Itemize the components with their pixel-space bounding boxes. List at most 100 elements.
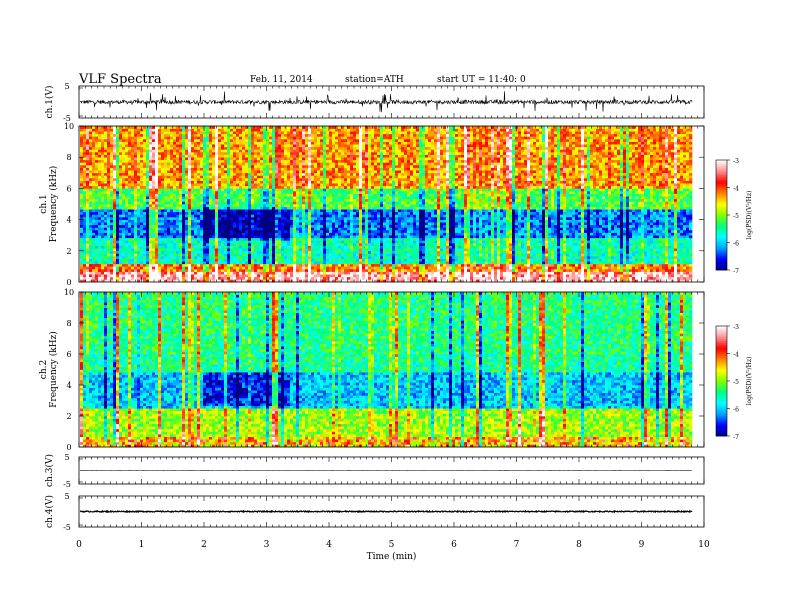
spectrogram-cell (317, 250, 321, 254)
spectrogram-cell (170, 243, 174, 246)
spectrogram-cell (101, 211, 105, 215)
spectrogram-cell (83, 141, 87, 145)
spectrogram-cell (92, 175, 96, 179)
spectrogram-cell (293, 141, 297, 145)
spectrogram-cell (83, 274, 87, 278)
spectrogram-cell (317, 227, 321, 231)
spectrogram-cell (179, 128, 183, 132)
spectrogram-cell (161, 214, 165, 218)
spectrogram-cell (305, 188, 309, 192)
spectrogram-cell (317, 274, 321, 278)
spectrogram-cell (161, 170, 165, 174)
spectrogram-cell (89, 146, 93, 150)
spectrogram-cell (266, 157, 270, 161)
spectrogram-cell (308, 253, 312, 257)
spectrogram-cell (146, 243, 150, 246)
spectrogram-cell (311, 269, 315, 272)
spectrogram-cell (257, 271, 261, 275)
spectrogram-cell (146, 240, 150, 244)
spectrogram-cell (80, 172, 84, 176)
spectrogram-cell (317, 206, 321, 210)
spectrogram-cell (128, 175, 132, 179)
spectrogram-cell (317, 219, 321, 223)
spectrogram-cell (203, 183, 207, 187)
spectrogram-cell (227, 162, 231, 166)
spectrogram-cell (167, 149, 171, 153)
spectrogram-cell (218, 146, 222, 150)
spectrogram-cell (284, 269, 288, 272)
spectrogram-cell (83, 235, 87, 239)
spectrogram-cell (257, 250, 261, 254)
spectrogram-cell (284, 276, 288, 280)
spectrogram-cell (311, 167, 315, 171)
spectrogram-cell (311, 279, 315, 283)
spectrogram-cell (239, 237, 243, 241)
spectrogram-cell (284, 198, 288, 202)
spectrogram-cell (98, 141, 102, 145)
spectrogram-cell (200, 196, 204, 200)
spectrogram-cell (260, 248, 264, 252)
spectrogram-cell (311, 224, 315, 228)
spectrogram-cell (128, 271, 132, 275)
spectrogram-cell (305, 269, 309, 272)
spectrogram-cell (260, 193, 264, 197)
spectrogram-cell (293, 230, 297, 233)
spectrogram-cell (317, 224, 321, 228)
spectrogram-cell (119, 191, 123, 194)
spectrogram-cell (188, 209, 192, 213)
spectrogram-cell (254, 198, 258, 202)
spectrogram-cell (146, 209, 150, 213)
spectrogram-cell (215, 204, 219, 207)
spectrogram-cell (113, 139, 117, 142)
spectrogram-cell (107, 149, 111, 153)
spectrogram-cell (95, 279, 99, 283)
spectrogram-cell (302, 157, 306, 161)
spectrogram-cell (278, 144, 282, 148)
spectrogram-cell (140, 191, 144, 194)
spectrogram-cell (86, 237, 90, 241)
spectrogram-cell (104, 172, 108, 176)
spectrogram-cell (92, 217, 96, 220)
spectrogram-cell (257, 139, 261, 142)
spectrogram-cell (164, 198, 168, 202)
spectrogram-cell (251, 209, 255, 213)
spectrogram-cell (299, 149, 303, 153)
spectrogram-cell (158, 159, 162, 163)
spectrogram-cell (113, 235, 117, 239)
spectrogram-cell (167, 183, 171, 187)
spectrogram-cell (293, 248, 297, 252)
spectrogram-cell (164, 188, 168, 192)
spectrogram-cell (152, 240, 156, 244)
spectrogram-cell (206, 154, 210, 158)
spectrogram-cell (98, 209, 102, 213)
spectrogram-cell (83, 159, 87, 163)
spectrogram-cell (221, 198, 225, 202)
spectrogram-cell (182, 258, 186, 262)
spectrogram-cell (275, 149, 279, 153)
spectrogram-cell (242, 214, 246, 218)
spectrogram-cell (134, 183, 138, 187)
spectrogram-cell (83, 175, 87, 179)
spectrogram-cell (98, 219, 102, 223)
spectrogram-cell (278, 206, 282, 210)
spectrogram-cell (245, 165, 249, 168)
spectrogram-cell (122, 196, 126, 200)
spectrogram-cell (83, 188, 87, 192)
spectrogram-cell (80, 136, 84, 140)
spectrogram-cell (83, 180, 87, 184)
spectrogram-cell (215, 188, 219, 192)
spectrogram-cell (215, 165, 219, 168)
spectrogram-cell (176, 172, 180, 176)
spectrogram-cell (221, 193, 225, 197)
spectrogram-cell (203, 162, 207, 166)
spectrogram-cell (113, 126, 117, 129)
spectrogram-cell (254, 128, 258, 132)
spectrogram-cell (179, 149, 183, 153)
spectrogram-cell (104, 266, 108, 270)
spectrogram-cell (308, 217, 312, 220)
spectrogram-cell (272, 152, 276, 155)
spectrogram-cell (251, 131, 255, 135)
spectrogram-cell (254, 245, 258, 249)
spectrogram-cell (161, 201, 165, 205)
spectrogram-cell (155, 230, 159, 233)
